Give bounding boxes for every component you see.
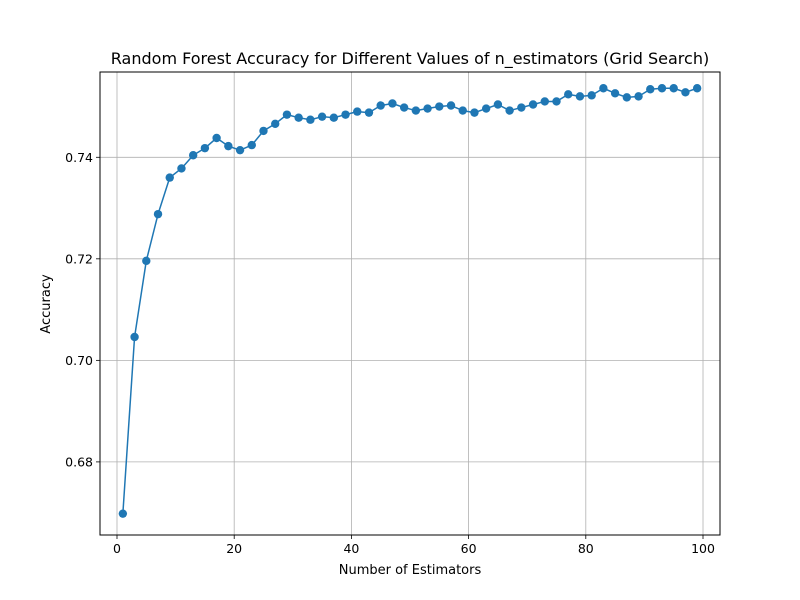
x-tick-label: 100 xyxy=(691,541,715,556)
grid xyxy=(100,72,720,535)
data-point xyxy=(224,141,233,151)
axis-ticks: 0 20 40 60 80 100 0.68 0.70 0.72 0.74 xyxy=(65,150,715,556)
data-point xyxy=(505,106,514,115)
series-layer xyxy=(118,84,702,518)
data-point xyxy=(610,89,620,98)
x-tick-label: 0 xyxy=(113,541,121,556)
data-point xyxy=(681,88,690,97)
data-point xyxy=(517,103,526,112)
chart-title: Random Forest Accuracy for Different Val… xyxy=(111,49,709,69)
data-point xyxy=(329,113,339,122)
data-point xyxy=(435,102,444,111)
data-point xyxy=(306,115,315,124)
data-point xyxy=(353,107,362,116)
data-point xyxy=(247,140,256,150)
y-tick-label: 0.68 xyxy=(65,454,93,469)
x-axis-label: Number of Estimators xyxy=(339,563,482,578)
data-point xyxy=(118,509,128,518)
plot-area-frame xyxy=(99,71,721,536)
data-point xyxy=(446,101,456,110)
data-point xyxy=(575,92,585,101)
y-tick-label: 0.74 xyxy=(65,150,93,165)
x-tick-label: 40 xyxy=(343,541,359,556)
data-point xyxy=(317,112,327,121)
data-point xyxy=(294,113,303,122)
data-point xyxy=(177,164,186,173)
data-point xyxy=(271,119,280,128)
data-point xyxy=(200,143,210,153)
data-point xyxy=(481,104,491,113)
data-point xyxy=(657,84,667,93)
data-point xyxy=(669,84,678,93)
data-point xyxy=(423,104,432,113)
data-point xyxy=(470,108,479,117)
data-point xyxy=(540,97,549,106)
data-point xyxy=(692,84,702,93)
data-point xyxy=(599,84,608,93)
data-point xyxy=(153,209,163,219)
x-tick-label: 20 xyxy=(226,541,242,556)
data-point xyxy=(341,110,350,119)
data-point xyxy=(646,85,655,94)
y-tick-label: 0.70 xyxy=(65,353,93,368)
data-point xyxy=(282,110,292,119)
data-point xyxy=(458,106,467,115)
data-point xyxy=(493,100,503,109)
data-point xyxy=(564,90,573,99)
data-point xyxy=(142,256,151,266)
data-point xyxy=(376,101,385,110)
data-point xyxy=(587,91,596,100)
data-point xyxy=(259,126,268,136)
data-point xyxy=(622,93,632,102)
y-axis-label: Accuracy xyxy=(39,274,54,334)
data-point xyxy=(130,332,139,342)
data-point xyxy=(188,151,198,160)
data-point xyxy=(388,99,397,108)
data-point xyxy=(634,92,643,101)
x-tick-label: 60 xyxy=(461,541,477,556)
data-point xyxy=(212,133,221,143)
data-point xyxy=(399,103,409,112)
data-point xyxy=(528,100,538,109)
data-point xyxy=(235,145,245,155)
data-point xyxy=(552,97,561,106)
data-point xyxy=(165,173,174,182)
y-tick-label: 0.72 xyxy=(65,251,93,266)
data-point xyxy=(364,108,374,117)
data-point xyxy=(411,106,421,115)
x-tick-label: 80 xyxy=(578,541,594,556)
